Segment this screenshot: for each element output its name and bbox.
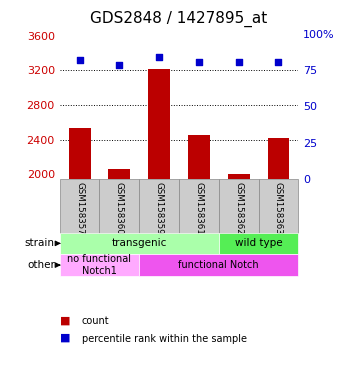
Point — [157, 54, 162, 60]
Text: GSM158360: GSM158360 — [115, 182, 124, 234]
Text: GSM158357: GSM158357 — [75, 182, 84, 234]
Point — [236, 58, 241, 65]
Text: percentile rank within the sample: percentile rank within the sample — [82, 334, 247, 344]
Bar — [108, 169, 130, 179]
Text: no functional
Notch1: no functional Notch1 — [68, 254, 132, 276]
Bar — [268, 137, 290, 179]
Text: count: count — [82, 316, 109, 326]
Text: GSM158362: GSM158362 — [234, 182, 243, 234]
Text: GSM158361: GSM158361 — [194, 182, 204, 234]
Text: GSM158363: GSM158363 — [274, 182, 283, 234]
Point — [77, 57, 82, 63]
Bar — [139, 254, 298, 276]
Bar — [139, 179, 179, 233]
Point — [117, 61, 122, 68]
Bar — [69, 129, 90, 179]
Point — [196, 58, 202, 65]
Bar — [179, 179, 219, 233]
Bar — [148, 69, 170, 179]
Bar — [228, 174, 250, 179]
Bar — [60, 179, 100, 233]
Text: GSM158359: GSM158359 — [154, 182, 164, 234]
Text: strain: strain — [25, 238, 55, 248]
Text: other: other — [27, 260, 55, 270]
Point — [276, 58, 281, 65]
Text: wild type: wild type — [235, 238, 282, 248]
Bar — [219, 233, 298, 254]
Title: GDS2848 / 1427895_at: GDS2848 / 1427895_at — [90, 11, 268, 27]
Bar — [258, 179, 298, 233]
Bar — [60, 254, 139, 276]
Bar — [219, 179, 258, 233]
Text: ■: ■ — [60, 333, 70, 343]
Text: ■: ■ — [60, 316, 70, 326]
Text: transgenic: transgenic — [112, 238, 167, 248]
Text: functional Notch: functional Notch — [178, 260, 259, 270]
Bar — [188, 136, 210, 179]
Bar — [60, 233, 219, 254]
Bar — [100, 179, 139, 233]
